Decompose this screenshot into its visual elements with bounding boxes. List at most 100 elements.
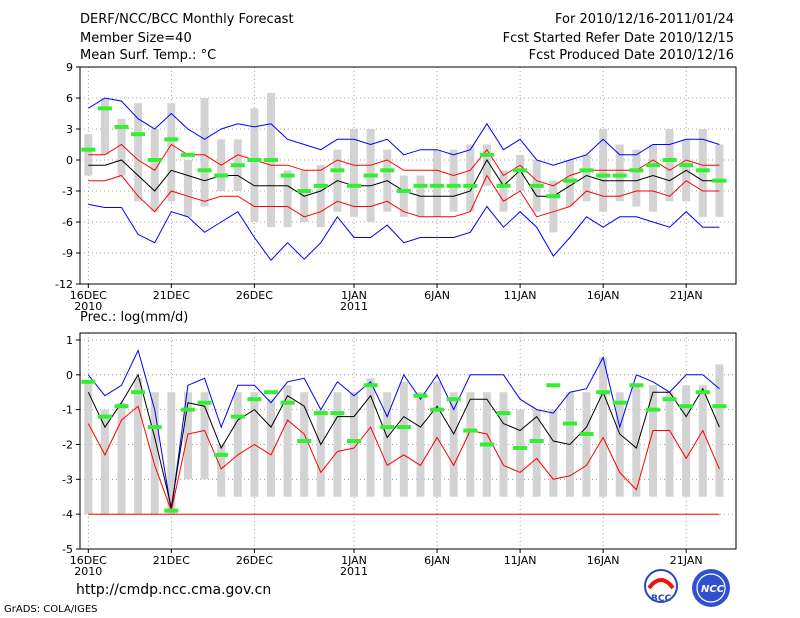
y-tick-label: -2 bbox=[62, 438, 73, 451]
ensemble-mean-marker bbox=[430, 407, 445, 412]
ensemble-mean-marker bbox=[645, 163, 660, 168]
ensemble-mean-marker bbox=[114, 124, 129, 129]
y-tick-label: 0 bbox=[66, 154, 73, 167]
ensemble-box bbox=[499, 392, 508, 497]
ensemble-mean-marker bbox=[579, 432, 594, 437]
ensemble-box bbox=[350, 392, 359, 497]
y-tick-label: -9 bbox=[62, 247, 73, 260]
ensemble-box bbox=[516, 409, 525, 497]
y-tick-label: -3 bbox=[62, 185, 73, 198]
ensemble-mean-marker bbox=[513, 445, 528, 450]
ncc-logo-text: NCC bbox=[701, 584, 725, 595]
ensemble-box bbox=[715, 364, 724, 497]
ensemble-mean-marker bbox=[280, 400, 295, 405]
ensemble-mean-marker bbox=[297, 439, 312, 443]
ensemble-mean-marker bbox=[712, 404, 727, 409]
y-tick-label: 6 bbox=[66, 92, 73, 105]
ensemble-box bbox=[665, 129, 674, 202]
ensemble-mean-marker bbox=[679, 404, 694, 409]
ensemble-mean-marker bbox=[313, 183, 328, 188]
ensemble-mean-marker bbox=[579, 168, 594, 173]
ensemble-box bbox=[233, 392, 242, 497]
x-tick-label: 1JAN bbox=[341, 554, 367, 567]
ensemble-mean-marker bbox=[380, 425, 395, 430]
ensemble-mean-marker bbox=[214, 173, 229, 178]
ensemble-mean-marker bbox=[97, 414, 112, 419]
ensemble-box bbox=[549, 180, 558, 233]
ensemble-box bbox=[283, 170, 292, 228]
ensemble-box bbox=[316, 409, 325, 497]
ensemble-box bbox=[200, 392, 209, 480]
ensemble-mean-marker bbox=[147, 158, 162, 162]
bcc-logo: BCC bbox=[644, 569, 678, 604]
ensemble-mean-marker bbox=[313, 411, 328, 416]
ensemble-box bbox=[466, 392, 475, 497]
ensemble-mean-marker bbox=[546, 194, 561, 199]
ensemble-mean-marker bbox=[263, 390, 278, 395]
ensemble-box bbox=[449, 392, 458, 497]
y-tick-label: -5 bbox=[62, 543, 73, 556]
x-tick-year: 2011 bbox=[340, 565, 368, 578]
ensemble-mean-marker bbox=[214, 452, 229, 457]
ensemble-box bbox=[316, 165, 325, 228]
ensemble-mean-marker bbox=[529, 183, 544, 188]
source-url[interactable]: http://cmdp.ncc.cma.gov.cn bbox=[76, 582, 272, 598]
forecast-period: For 2010/12/16-2011/01/24 bbox=[555, 12, 734, 27]
ensemble-mean-marker bbox=[629, 383, 644, 388]
x-tick-label: 21JAN bbox=[670, 554, 703, 567]
ensemble-mean-marker bbox=[81, 379, 96, 384]
ensemble-mean-marker bbox=[479, 442, 494, 447]
ensemble-mean-marker bbox=[695, 390, 710, 395]
ensemble-mean-marker bbox=[247, 397, 262, 402]
ensemble-box bbox=[582, 154, 591, 202]
x-tick-label: 16DEC bbox=[70, 289, 107, 302]
y-tick-label: 1 bbox=[66, 334, 73, 347]
ensemble-mean-marker bbox=[280, 173, 295, 178]
chart-title: DERF/NCC/BCC Monthly Forecast bbox=[80, 12, 294, 27]
ensemble-mean-marker bbox=[463, 428, 478, 433]
x-tick-label: 11JAN bbox=[504, 289, 537, 302]
ensemble-box bbox=[183, 160, 192, 217]
ensemble-mean-marker bbox=[330, 168, 345, 173]
ensemble-box bbox=[250, 108, 259, 222]
x-tick-label: 11JAN bbox=[504, 554, 537, 567]
ensemble-box bbox=[333, 392, 342, 497]
median-line bbox=[87, 373, 720, 508]
ensemble-box bbox=[383, 392, 392, 497]
ensemble-mean-marker bbox=[596, 173, 611, 178]
ensemble-box bbox=[399, 175, 408, 217]
plot-frame bbox=[79, 332, 737, 550]
start-date: Fcst Started Refer Date 2010/12/15 bbox=[502, 31, 734, 46]
ensemble-box bbox=[134, 378, 143, 515]
ensemble-box bbox=[100, 409, 109, 515]
ensemble-box bbox=[117, 118, 126, 176]
ensemble-box bbox=[399, 381, 408, 497]
ensemble-mean-marker bbox=[247, 158, 262, 162]
ensemble-mean-marker bbox=[446, 183, 461, 188]
x-tick-label: 26DEC bbox=[236, 289, 273, 302]
ensemble-box bbox=[433, 381, 442, 497]
ensemble-box bbox=[532, 409, 541, 497]
ensemble-mean-marker bbox=[297, 189, 312, 193]
ensemble-mean-marker bbox=[164, 137, 179, 142]
ensemble-box bbox=[266, 399, 275, 497]
ensemble-box bbox=[117, 402, 126, 515]
x-tick-year: 2010 bbox=[74, 300, 102, 313]
ensemble-box bbox=[167, 392, 176, 515]
produced-date: Fcst Produced Date 2010/12/16 bbox=[528, 48, 734, 63]
min-line bbox=[88, 203, 720, 261]
max-line bbox=[88, 97, 720, 166]
ensemble-mean-marker bbox=[363, 383, 378, 388]
ensemble-mean-marker bbox=[230, 163, 245, 168]
ensemble-box bbox=[615, 144, 624, 202]
ensemble-mean-marker bbox=[197, 168, 212, 173]
x-tick-label: 21DEC bbox=[153, 554, 190, 567]
ensemble-mean-marker bbox=[430, 183, 445, 188]
x-tick-year: 2011 bbox=[340, 300, 368, 313]
ensemble-box bbox=[84, 381, 93, 515]
ensemble-box bbox=[648, 144, 657, 212]
y-tick-label: -3 bbox=[62, 473, 73, 486]
grads-credit: GrADS: COLA/IGES bbox=[4, 604, 98, 615]
ensemble-mean-marker bbox=[97, 106, 112, 111]
